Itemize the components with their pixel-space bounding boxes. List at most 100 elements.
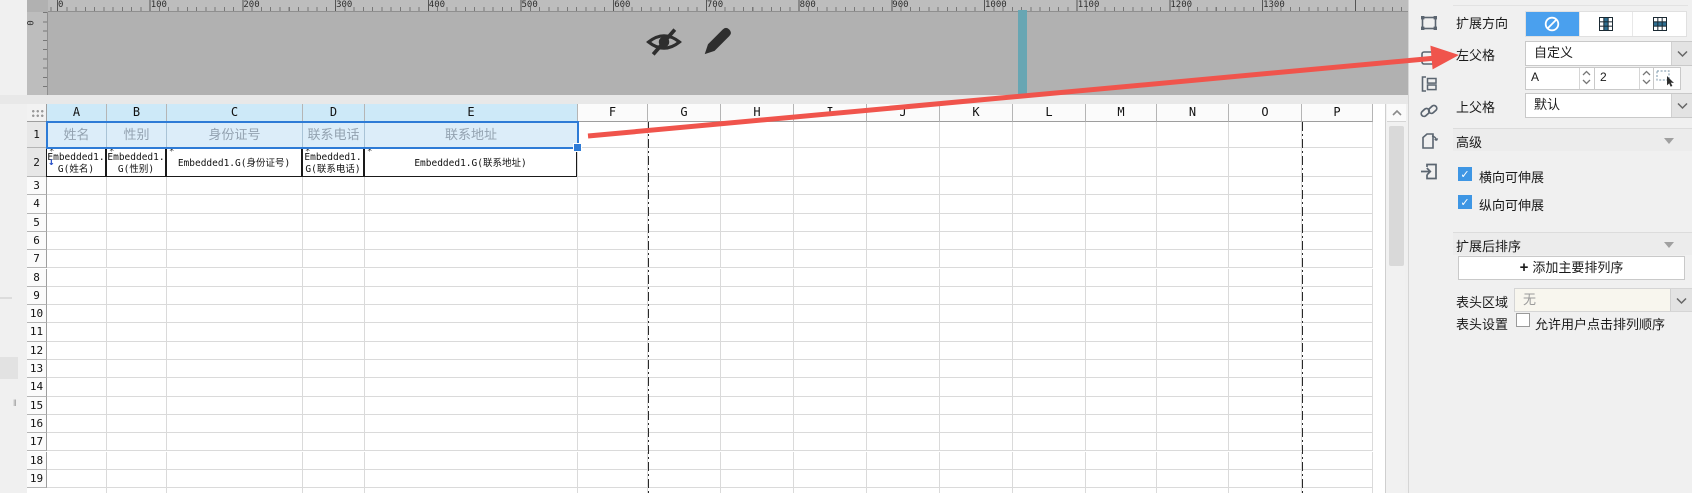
grid-cell[interactable] [47, 378, 107, 397]
grid-cell[interactable] [365, 305, 578, 324]
grid-cell[interactable] [365, 451, 578, 470]
grid-cell[interactable] [1086, 177, 1157, 196]
grid-cell[interactable] [303, 286, 365, 306]
float-element-icon[interactable] [1419, 48, 1441, 70]
grid-cell[interactable] [867, 250, 940, 269]
grid-cell[interactable] [303, 396, 365, 415]
grid-cell[interactable] [303, 414, 365, 434]
grid-cell[interactable] [940, 433, 1013, 452]
grid-cell[interactable] [167, 341, 303, 360]
spinner-buttons[interactable] [1579, 68, 1595, 89]
grid-cell[interactable] [648, 323, 721, 342]
grid-cell[interactable] [1302, 286, 1373, 306]
grid-cell[interactable] [867, 213, 940, 232]
column-header-P[interactable]: P [1302, 104, 1373, 122]
grid-cell[interactable] [167, 177, 303, 196]
grid-cell[interactable] [365, 414, 578, 434]
grid-cell[interactable] [107, 414, 167, 434]
grid-cell[interactable] [1229, 469, 1302, 489]
grid-cell[interactable] [303, 323, 365, 342]
grid-cell[interactable] [578, 213, 648, 232]
grid-cell[interactable] [167, 268, 303, 287]
grid-cell[interactable] [1302, 122, 1373, 148]
grid-cell[interactable] [303, 177, 365, 196]
grid-cell[interactable] [1086, 305, 1157, 324]
grid-cell[interactable] [1302, 268, 1373, 287]
grid-cell[interactable] [1229, 148, 1302, 177]
grid-cell[interactable] [47, 268, 107, 287]
grid-cell[interactable] [1229, 122, 1302, 148]
grid-cell[interactable] [365, 396, 578, 415]
grid-cell[interactable] [107, 488, 167, 493]
grid-cell[interactable] [1157, 360, 1229, 379]
grid-cell[interactable] [107, 378, 167, 397]
column-header-B[interactable]: B [107, 104, 167, 122]
grid-cell[interactable] [867, 148, 940, 177]
row-header-7[interactable]: 7 [27, 250, 47, 269]
column-header-I[interactable]: I [794, 104, 867, 122]
grid-cell[interactable] [167, 286, 303, 306]
scrollbar-up-icon[interactable] [1387, 104, 1406, 122]
grid-cell[interactable] [721, 469, 794, 489]
grid-cell[interactable] [365, 469, 578, 489]
grid-cell[interactable] [1229, 250, 1302, 269]
grid-cell[interactable] [794, 250, 867, 269]
header-area-dropdown[interactable]: 无 [1514, 288, 1692, 312]
grid-cell[interactable] [1013, 488, 1086, 493]
row-header-9[interactable]: 9 [27, 286, 47, 306]
grid-cell[interactable] [794, 305, 867, 324]
grid-cell[interactable] [794, 360, 867, 379]
grid-cell[interactable] [1013, 360, 1086, 379]
grid-cell[interactable] [721, 148, 794, 177]
grid-cell[interactable] [1086, 286, 1157, 306]
grid-cell[interactable] [365, 341, 578, 360]
edit-pencil-icon[interactable] [699, 22, 735, 65]
grid-cell[interactable] [1302, 451, 1373, 470]
grid-cell[interactable] [1157, 177, 1229, 196]
grid-cell[interactable] [167, 213, 303, 232]
column-header-J[interactable]: J [867, 104, 940, 122]
column-header-L[interactable]: L [1013, 104, 1086, 122]
grid-cell[interactable] [303, 360, 365, 379]
grid-cell[interactable] [648, 177, 721, 196]
grid-cell[interactable] [1157, 286, 1229, 306]
grid-cell[interactable] [1229, 195, 1302, 214]
grid-cell[interactable] [721, 213, 794, 232]
grid-cell[interactable] [1302, 433, 1373, 452]
grid-cell[interactable] [107, 286, 167, 306]
row-header-3[interactable]: 3 [27, 177, 47, 196]
grid-cell[interactable] [167, 323, 303, 342]
column-header-D[interactable]: D [303, 104, 365, 122]
grid-cell[interactable] [107, 231, 167, 251]
grid-cell[interactable] [47, 414, 107, 434]
grid-cell[interactable] [721, 323, 794, 342]
grid-cell[interactable] [1013, 268, 1086, 287]
grid-cell[interactable] [47, 323, 107, 342]
grid-cell[interactable] [47, 396, 107, 415]
grid-cell[interactable] [107, 433, 167, 452]
grid-cell[interactable] [1013, 177, 1086, 196]
grid-cell[interactable] [578, 378, 648, 397]
upper-parent-dropdown[interactable]: 默认 [1525, 93, 1692, 118]
grid-cell[interactable] [867, 231, 940, 251]
grid-cell[interactable] [867, 195, 940, 214]
grid-cell[interactable] [1086, 250, 1157, 269]
grid-cell[interactable] [794, 378, 867, 397]
grid-cell[interactable] [867, 488, 940, 493]
grid-cell[interactable] [1302, 414, 1373, 434]
grid-cell[interactable] [867, 305, 940, 324]
grid-cell[interactable] [167, 305, 303, 324]
grid-cell[interactable] [1086, 378, 1157, 397]
grid-cell[interactable] [47, 488, 107, 493]
column-header-F[interactable]: F [578, 104, 648, 122]
grid-cell[interactable] [1157, 433, 1229, 452]
grid-cell[interactable] [867, 341, 940, 360]
grid-cell[interactable] [107, 195, 167, 214]
grid-cell[interactable] [721, 378, 794, 397]
grid-cell[interactable] [648, 195, 721, 214]
grid-cell[interactable] [1086, 122, 1157, 148]
grid-cell[interactable] [1086, 433, 1157, 452]
grid-cell[interactable] [648, 122, 721, 148]
allow-sort-checkbox[interactable] [1516, 313, 1530, 327]
grid-cell[interactable] [1013, 195, 1086, 214]
